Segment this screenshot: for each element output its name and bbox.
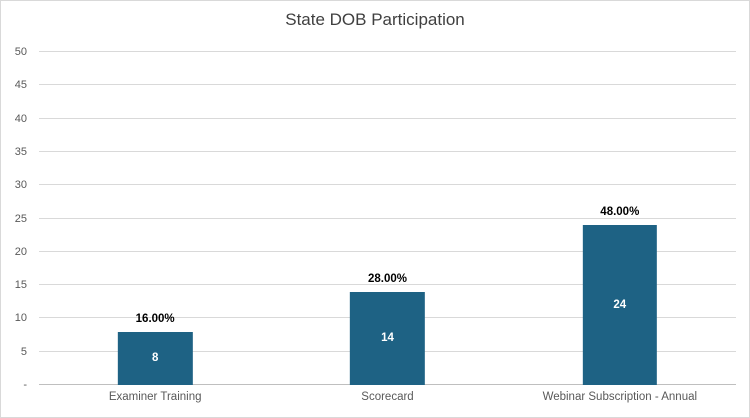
y-tick-label: 20 <box>14 245 27 258</box>
gridline <box>39 284 736 286</box>
y-tick-label: 45 <box>14 79 27 92</box>
bar-percent-label: 16.00% <box>135 312 175 325</box>
y-axis-labels: - 5 10 15 20 25 30 35 40 45 50 <box>1 46 27 391</box>
gridline <box>39 84 736 86</box>
x-category-label: Webinar Subscription - Annual <box>542 391 698 403</box>
bar-value-label: 24 <box>613 299 627 312</box>
gridline <box>39 117 736 119</box>
y-tick-label: 40 <box>14 112 27 125</box>
bar-value-label: 8 <box>151 352 159 365</box>
bar-percent-label: 48.00% <box>600 206 640 219</box>
plot-area: 8 16.00% 14 28.00% 24 48.00% <box>39 51 736 385</box>
y-tick-label: 10 <box>14 312 27 325</box>
gridline <box>39 217 736 219</box>
bar-slot: 8 16.00% <box>39 52 271 385</box>
x-category-label: Examiner Training <box>108 391 202 403</box>
y-tick-label: 50 <box>14 46 27 58</box>
bar: 24 <box>582 225 657 385</box>
y-tick-label: 25 <box>14 212 27 225</box>
bar-slot: 24 48.00% <box>504 52 736 385</box>
y-tick-label: - <box>23 379 27 391</box>
gridline <box>39 250 736 252</box>
bar-percent-label: 28.00% <box>367 272 407 285</box>
bar-slots: 8 16.00% 14 28.00% 24 48.00% <box>39 52 736 385</box>
y-tick-label: 15 <box>14 279 27 292</box>
bar: 8 <box>117 331 193 385</box>
gridline <box>39 184 736 186</box>
bar-slot: 14 28.00% <box>271 52 503 385</box>
y-tick-label: 35 <box>14 145 27 158</box>
y-tick-label: 30 <box>14 179 27 192</box>
x-category-label: Scorecard <box>361 391 414 403</box>
bar: 14 <box>350 291 425 385</box>
chart-title: State DOB Participation <box>285 10 465 29</box>
x-axis-labels: Examiner Training Scorecard Webinar Subscr… <box>39 391 736 403</box>
gridline <box>39 150 736 152</box>
bar-value-label: 14 <box>381 332 394 345</box>
gridline <box>39 51 736 52</box>
y-tick-label: 5 <box>20 345 27 358</box>
